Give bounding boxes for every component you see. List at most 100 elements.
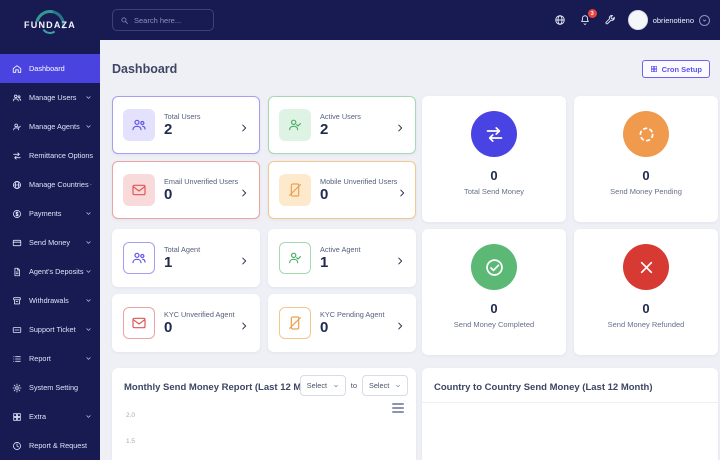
summary-value: 0: [642, 301, 650, 316]
stat-card[interactable]: Active Users 2: [268, 96, 416, 154]
chevron-down-icon: [85, 355, 92, 362]
stat-label: Mobile Unverified Users: [320, 176, 398, 186]
username: obrienotieno: [652, 15, 694, 25]
dollar-icon: [12, 209, 22, 219]
notifications-button[interactable]: 3: [578, 9, 597, 27]
country-report-title: Country to Country Send Money (Last 12 M…: [434, 382, 653, 393]
stat-card[interactable]: Email Unverified Users 0: [112, 161, 260, 219]
sidebar-item[interactable]: Withdrawals: [0, 286, 100, 315]
stat-card[interactable]: Total Agent 1: [112, 229, 260, 287]
user-caret-button[interactable]: [699, 14, 710, 26]
sidebar-item[interactable]: Manage Agents: [0, 112, 100, 141]
search-input[interactable]: [134, 15, 206, 25]
user-menu[interactable]: obrienotieno: [627, 10, 710, 30]
month-to-select[interactable]: Select: [362, 375, 408, 396]
grid-icon: [12, 412, 22, 422]
stat-value: 2: [164, 120, 173, 138]
exchange-icon: [484, 124, 505, 145]
sidebar-item[interactable]: System Setting: [0, 373, 100, 402]
page-title: Dashboard: [112, 62, 178, 76]
phone-slash-icon: [287, 182, 303, 198]
stat-card[interactable]: Total Users 2: [112, 96, 260, 154]
month-range-controls: Select to Select: [299, 375, 408, 396]
brand-name: FUNDAZA: [24, 20, 76, 30]
sidebar-item[interactable]: Payments: [0, 199, 100, 228]
summary-value: 0: [490, 301, 498, 316]
stat-label: Total Users: [164, 111, 201, 121]
sidebar: FUNDAZA Dashboard Manage Users Manage A: [0, 0, 100, 460]
clock-icon: [12, 441, 22, 451]
sidebar-item-label: Report: [29, 354, 51, 363]
chevron-down-icon: [395, 383, 401, 389]
sidebar-item-label: Agent's Deposits: [29, 267, 84, 276]
brand-logo[interactable]: FUNDAZA: [0, 0, 100, 50]
sidebar-item[interactable]: Report: [0, 344, 100, 373]
stat-card[interactable]: Mobile Unverified Users 0: [268, 161, 416, 219]
stat-card[interactable]: KYC Unverified Agent 0: [112, 294, 260, 352]
summary-card: 0 Total Send Money: [422, 96, 566, 222]
stat-value: 2: [320, 120, 329, 138]
chevron-down-icon: [702, 18, 707, 23]
stat-value: 0: [320, 185, 329, 203]
chevron-right-icon: [239, 318, 249, 328]
sidebar-item[interactable]: Manage Users: [0, 83, 100, 112]
summary-value: 0: [490, 168, 498, 183]
range-separator: to: [350, 381, 357, 390]
sidebar-item-label: Extra: [29, 412, 47, 421]
y-axis-tick: 2.0: [126, 412, 136, 419]
stat-card[interactable]: KYC Pending Agent 0: [268, 294, 416, 352]
chevron-right-icon: [395, 318, 405, 328]
chevron-right-icon: [397, 185, 407, 195]
globe-icon: [12, 180, 22, 190]
x-mark-icon: [636, 257, 657, 278]
stat-value: 1: [164, 253, 173, 271]
stat-label: Email Unverified Users: [164, 176, 239, 186]
list-icon: [12, 354, 22, 364]
month-from-select[interactable]: Select: [299, 375, 346, 396]
country-report-card: Country to Country Send Money (Last 12 M…: [422, 368, 718, 460]
sidebar-item-label: Dashboard: [29, 64, 65, 73]
sidebar-item[interactable]: Manage Countries: [0, 170, 100, 199]
chevron-right-icon: [239, 120, 249, 130]
summary-label: Send Money Completed: [453, 320, 535, 329]
tools-button[interactable]: [603, 13, 617, 27]
language-globe-button[interactable]: [553, 13, 567, 27]
stat-value: 0: [320, 318, 329, 336]
home-icon: [12, 64, 22, 74]
sidebar-item[interactable]: Agent's Deposits: [0, 257, 100, 286]
chevron-down-icon: [85, 94, 92, 101]
stat-cards-agents: Total Agent 1 Active Agent 1 KYC Unverif…: [112, 229, 416, 352]
chevron-down-icon: [85, 123, 92, 130]
chevron-right-icon: [395, 120, 405, 130]
sidebar-item-label: Manage Agents: [29, 122, 80, 131]
sidebar-item-label: Withdrawals: [29, 296, 69, 305]
topbar-actions: 3 obrienotieno: [553, 9, 720, 30]
users-icon: [131, 117, 147, 133]
chevron-down-icon: [85, 210, 92, 217]
sidebar-item[interactable]: Extra: [0, 402, 100, 431]
sidebar-item[interactable]: Dashboard: [0, 54, 100, 83]
chevron-right-icon: [239, 185, 249, 195]
sidebar-item[interactable]: Remittance Options: [0, 141, 100, 170]
search-box[interactable]: [112, 9, 214, 31]
stat-label: Total Agent: [164, 244, 201, 254]
stat-value: 0: [164, 318, 173, 336]
sidebar-item[interactable]: Support Ticket: [0, 315, 100, 344]
chevron-down-icon: [333, 383, 339, 389]
card-icon: [12, 238, 22, 248]
sidebar-item-label: System Setting: [29, 383, 79, 392]
stat-card[interactable]: Active Agent 1: [268, 229, 416, 287]
summary-card: 0 Send Money Refunded: [574, 229, 718, 355]
sidebar-item[interactable]: Send Money: [0, 228, 100, 257]
sidebar-item[interactable]: Report & Request: [0, 431, 100, 460]
sidebar-menu: Dashboard Manage Users Manage Agents: [0, 54, 100, 460]
user-check-icon: [287, 250, 303, 266]
chart-menu-button[interactable]: [392, 403, 404, 415]
divider: [422, 402, 718, 403]
cron-setup-label: Cron Setup: [661, 64, 702, 74]
chevron-down-icon: [85, 326, 92, 333]
cron-setup-button[interactable]: Cron Setup: [641, 60, 710, 78]
summary-label: Total Send Money: [463, 187, 525, 196]
ticket-icon: [12, 325, 22, 335]
monthly-report-title: Monthly Send Money Report (Last 12 Month…: [124, 382, 326, 393]
